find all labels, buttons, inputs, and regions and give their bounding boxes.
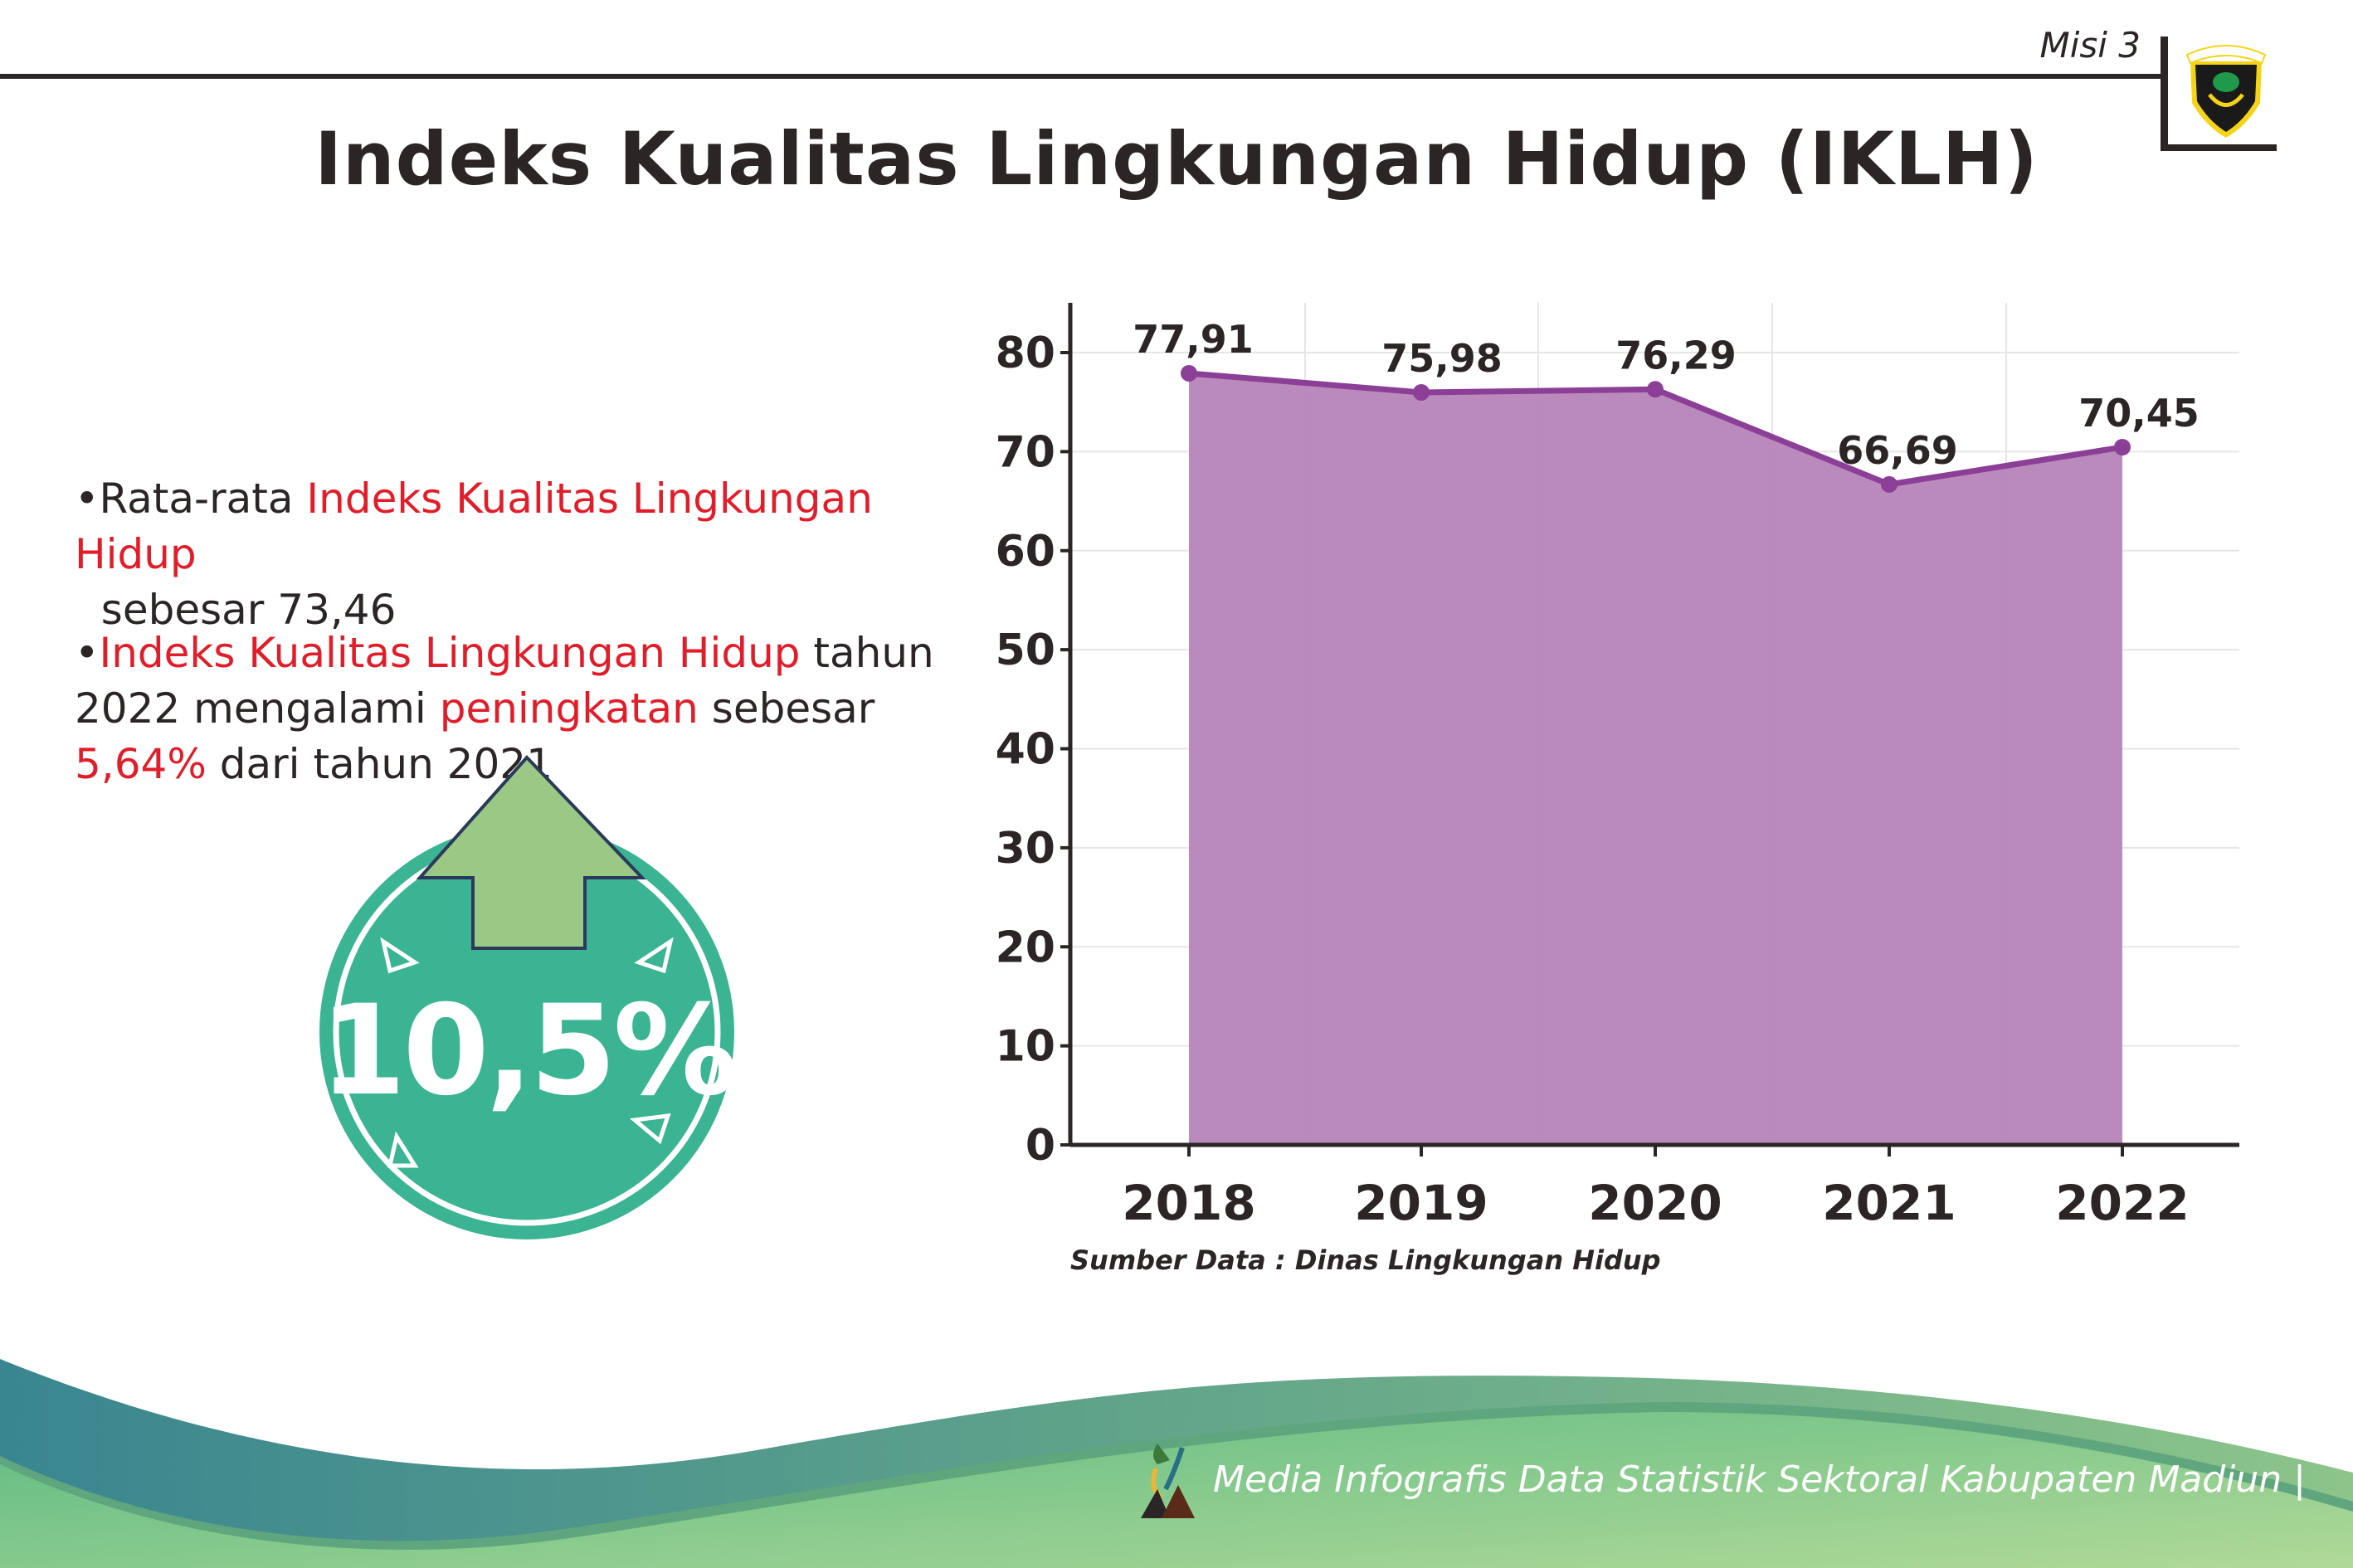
- data-source: Sumber Data : Dinas Lingkungan Hidup: [1070, 1244, 1661, 1276]
- page-title: Indeks Kualitas Lingkungan Hidup (IKLH): [314, 116, 2039, 202]
- bullet-average: •Rata-rata Indeks Kualitas Lingkungan Hi…: [75, 475, 873, 634]
- increase-value: 10,5%: [319, 979, 738, 1123]
- y-tick-label: 60: [996, 527, 1055, 577]
- bullet-highlight: peningkatan: [439, 684, 699, 733]
- data-point: [1881, 475, 1898, 493]
- y-tick-label: 70: [996, 427, 1055, 477]
- y-tick-label: 40: [996, 725, 1055, 775]
- area-fill: [1189, 373, 2122, 1146]
- data-point: [2114, 439, 2131, 456]
- increase-badge: [319, 755, 734, 1239]
- bullet-text: Rata-rata: [99, 475, 307, 523]
- header-corner: [2161, 37, 2168, 151]
- y-tick-label: 80: [996, 329, 1055, 378]
- x-tick-label: 2019: [1354, 1175, 1488, 1231]
- bullet-text: sebesar: [698, 684, 875, 733]
- header-corner-base: [2161, 144, 2277, 151]
- header-rule: [0, 74, 2165, 79]
- data-label: 77,91: [1133, 317, 1254, 362]
- section-label: Misi 3: [2039, 25, 2141, 66]
- data-point: [1413, 383, 1430, 401]
- x-tick-label: 2018: [1122, 1175, 1255, 1231]
- y-tick-label: 20: [996, 923, 1055, 972]
- y-tick-label: 50: [996, 626, 1055, 675]
- data-label: 76,29: [1615, 333, 1737, 377]
- y-tick-label: 30: [996, 824, 1055, 874]
- data-label: 66,69: [1837, 428, 1958, 473]
- data-point: [1647, 381, 1664, 398]
- kabupaten-madiun-logo: [2185, 45, 2267, 138]
- bullet-highlight: Indeks Kualitas Lingkungan Hidup: [75, 475, 873, 578]
- y-tick-label: 10: [996, 1022, 1055, 1072]
- bullet-text: dari tahun 2021: [206, 740, 553, 788]
- decor-triangles-icon: [380, 937, 674, 1168]
- bullet-increase: •Indeks Kualitas Lingkungan Hidup tahun …: [75, 629, 934, 788]
- bullet-text: tahun 2022 mengalami: [75, 629, 934, 733]
- footer-caption: Media Infografis Data Statistik Sektoral…: [1213, 1458, 2306, 1501]
- footer-logo-icon: [1141, 1444, 1195, 1518]
- bullet-text: sebesar 73,46: [87, 586, 397, 634]
- bullet-highlight: Indeks Kualitas Lingkungan Hidup: [99, 629, 801, 677]
- y-tick-label: 0: [1025, 1121, 1055, 1171]
- data-point: [1181, 364, 1197, 382]
- data-label: 70,45: [2078, 391, 2200, 436]
- x-tick-label: 2022: [2055, 1175, 2189, 1231]
- data-label: 75,98: [1381, 336, 1503, 381]
- bullet-highlight: 5,64%: [75, 740, 207, 788]
- arrow-up-icon: [416, 755, 646, 950]
- x-tick-label: 2021: [1822, 1175, 1956, 1231]
- x-tick-label: 2020: [1588, 1175, 1722, 1231]
